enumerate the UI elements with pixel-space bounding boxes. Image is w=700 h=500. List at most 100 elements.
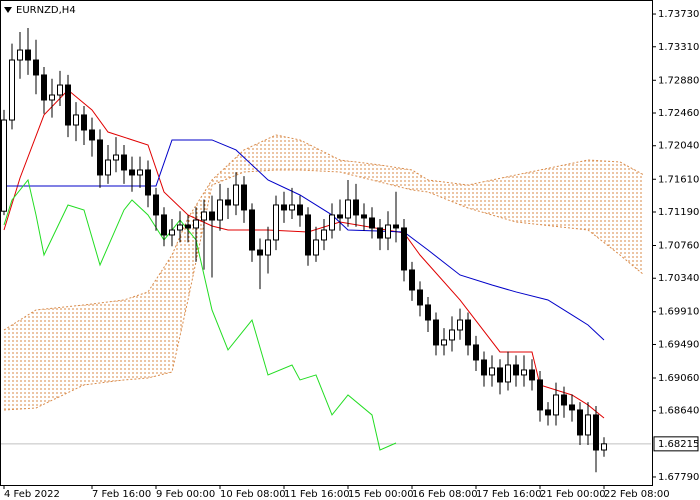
indicator-line xyxy=(4,139,605,341)
candle-body xyxy=(97,139,103,176)
y-tick-label: 1.70760 xyxy=(658,241,699,252)
candle-body xyxy=(425,304,431,321)
candle-body xyxy=(569,404,575,411)
candle-body xyxy=(57,84,63,96)
y-tick-label: 1.69490 xyxy=(658,339,699,350)
candle-body xyxy=(153,194,159,216)
candle-body xyxy=(337,214,343,219)
candle-body xyxy=(393,224,399,229)
x-tick-label: 11 Feb 16:00 xyxy=(284,489,350,500)
candle-body xyxy=(209,211,215,221)
candle-body xyxy=(537,379,543,411)
symbol-menu-icon xyxy=(4,7,12,13)
candle-body xyxy=(81,114,87,131)
candle-body xyxy=(321,229,327,241)
candle-body xyxy=(161,214,167,236)
candle-body xyxy=(145,169,151,196)
y-tick-label: 1.72040 xyxy=(658,141,699,152)
candle-body xyxy=(529,369,535,381)
y-tick-label: 1.72460 xyxy=(658,108,699,119)
candle-body xyxy=(473,344,479,361)
candle-body xyxy=(65,84,71,126)
candle-body xyxy=(433,319,439,346)
candle-body xyxy=(561,394,567,406)
candle-body xyxy=(313,239,319,256)
y-tick-label: 1.70340 xyxy=(658,273,699,284)
candle-body xyxy=(25,49,31,61)
candle-body xyxy=(353,199,359,216)
candle-body xyxy=(265,239,271,256)
candle-body xyxy=(521,369,527,376)
candle-body xyxy=(233,184,239,206)
candle-body xyxy=(457,319,463,331)
candle-body xyxy=(193,219,199,229)
candle-body xyxy=(513,364,519,376)
candle-body xyxy=(105,159,111,176)
candle-body xyxy=(465,319,471,346)
candle-body xyxy=(369,217,375,229)
candle-body xyxy=(505,364,511,383)
cloud-span xyxy=(3,169,645,411)
candle-body xyxy=(497,367,503,383)
candle-body xyxy=(305,214,311,256)
x-tick-label: 15 Feb 00:00 xyxy=(348,489,414,500)
candle-body xyxy=(121,154,127,171)
last-price-label: 1.68215 xyxy=(658,439,699,450)
candle-body xyxy=(601,443,607,451)
candle-body xyxy=(257,249,263,256)
candle-body xyxy=(289,204,295,211)
candle-body xyxy=(1,119,7,212)
candle-body xyxy=(481,359,487,376)
y-tick-label: 1.73310 xyxy=(658,42,699,53)
candle-body xyxy=(385,224,391,239)
candle-body xyxy=(177,224,183,231)
candle-body xyxy=(409,269,415,291)
candle-body xyxy=(593,414,599,451)
candle-body xyxy=(273,204,279,241)
x-tick-label: 22 Feb 08:00 xyxy=(604,489,670,500)
candle-body xyxy=(185,224,191,229)
candle-body xyxy=(329,214,335,231)
candle-body xyxy=(577,409,583,436)
y-tick-label: 1.67790 xyxy=(658,472,699,483)
cloud-area xyxy=(4,134,644,410)
candle-body xyxy=(585,414,591,436)
candle-body xyxy=(49,94,55,101)
candle-body xyxy=(201,211,207,221)
chart-title: EURNZD,H4 xyxy=(16,5,76,16)
y-tick-label: 1.71610 xyxy=(658,174,699,185)
candle-body xyxy=(281,204,287,211)
candle-body xyxy=(225,199,231,206)
candle-body xyxy=(73,114,79,126)
candle-body xyxy=(417,289,423,306)
candle-body xyxy=(33,59,39,76)
x-tick-label: 9 Feb 00:00 xyxy=(156,489,215,500)
y-tick-label: 1.69060 xyxy=(658,373,699,384)
candle-body xyxy=(297,204,303,216)
plot xyxy=(1,28,651,473)
y-tick-label: 1.68640 xyxy=(658,406,699,417)
x-tick-label: 10 Feb 08:00 xyxy=(220,489,286,500)
candle-body xyxy=(249,209,255,251)
candle-body xyxy=(449,329,455,341)
candle-body xyxy=(113,154,119,161)
x-tick-label: 7 Feb 16:00 xyxy=(92,489,151,500)
candle-body xyxy=(129,169,135,176)
candle-body xyxy=(345,199,351,219)
candle-body xyxy=(241,184,247,211)
candle-body xyxy=(377,227,383,239)
candle-body xyxy=(361,214,367,219)
y-tick-label: 1.69910 xyxy=(658,307,699,318)
last-price-box xyxy=(653,436,699,452)
candle-body xyxy=(137,169,143,176)
x-tick-label: 16 Feb 08:00 xyxy=(412,489,478,500)
y-tick-label: 1.71190 xyxy=(658,207,699,218)
candle-body xyxy=(41,74,47,101)
candle-body xyxy=(9,59,15,121)
candle-body xyxy=(17,49,23,61)
x-tick-label: 4 Feb 2022 xyxy=(4,489,60,500)
y-tick-label: 1.73730 xyxy=(658,9,699,20)
candle-body xyxy=(489,367,495,376)
x-tick-label: 21 Feb 00:00 xyxy=(540,489,606,500)
candle-body xyxy=(553,394,559,416)
